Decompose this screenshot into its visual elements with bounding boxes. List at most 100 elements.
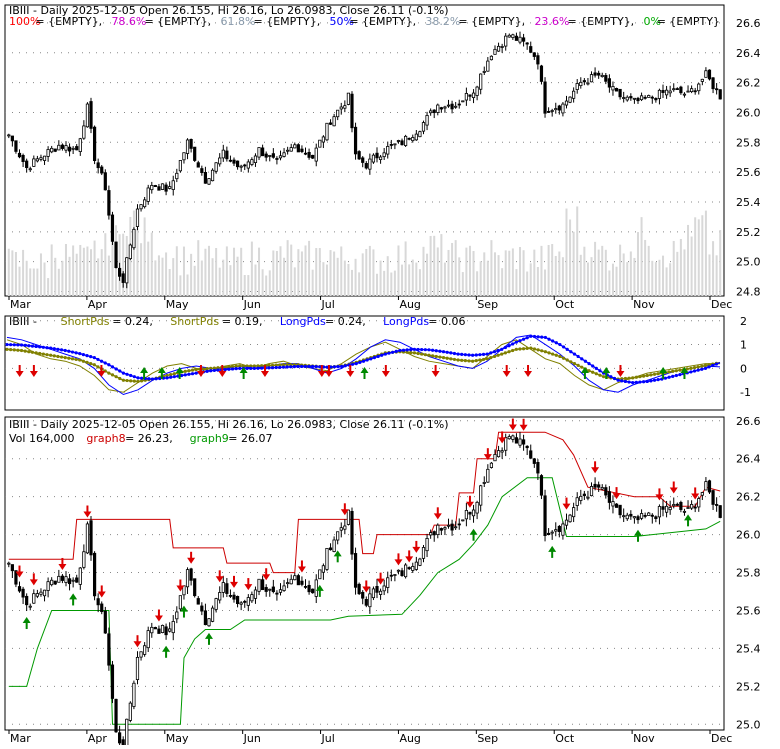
oscillator-dot [230,367,235,371]
oscillator-dot [500,352,504,356]
price-bar-body [654,516,658,519]
oscillator-dot [703,366,708,370]
oscillator-dot [514,347,518,351]
price-bar-body [561,103,565,114]
band-panel-header-line2: Vol 164,000 graph8 = 26.23, graph9 = 26.… [9,432,273,445]
volume-bar [168,269,171,296]
price-bar-body [400,570,404,577]
oscillator-dot [427,353,431,357]
price-bar-body [396,569,401,572]
oscillator-dot [452,357,457,362]
oscillator-dot [649,373,653,377]
price-bar-body [543,81,547,114]
oscillator-line [6,339,721,393]
signal-arrow-down [691,493,700,500]
band-header-part: graph9 [190,432,229,445]
price-bar-body [514,35,519,41]
oscillator-dot [478,353,482,357]
volume-bar [368,245,371,296]
oscillator-dot [129,379,133,383]
price-bar-body [303,152,308,155]
oscillator-dot [678,373,682,377]
oscillator-dot [260,364,264,368]
signal-arrow-down [260,371,269,377]
volume-bar [286,240,289,296]
oscillator-dot [529,334,533,338]
volume-bar [497,255,500,296]
price-bar-body [96,598,100,606]
price-bar-body [643,515,647,517]
volume-bar [569,219,572,296]
oscillator-dot [525,336,529,340]
price-bar-body [100,166,104,174]
price-bar-body [600,487,604,490]
volume-bar [636,232,639,296]
price-bar-body [82,551,86,568]
volume-bar [161,257,164,296]
price-bar-body [100,603,104,613]
price-bar-body [643,96,647,99]
oscillator-dot [245,366,249,370]
oscillator-dot [245,364,249,368]
price-bar-body [521,439,526,445]
price-bar-body [700,78,704,82]
oscillator-dot [114,375,118,379]
price-bar-body [17,152,22,158]
oscillator-dot [194,367,198,372]
fib-level-label: 61.8% [221,15,256,28]
price-bar-body [268,588,272,591]
signal-arrow-down [15,371,24,377]
oscillator-dot [19,348,24,353]
oscillator-dot [78,352,82,356]
price-bar-body [468,511,472,515]
price-bar-body [311,154,315,159]
price-bar-body [668,506,672,511]
price-bar-body [572,90,576,99]
oscillator-dot [70,350,75,354]
oscillator-dot [394,349,398,353]
oscillator-dot [561,345,566,349]
oscillator-dot [387,351,391,355]
price-bar-body [707,480,712,493]
oscillator-dot [598,369,602,373]
oscillator-dot [249,364,253,368]
band-header-part: Vol 164,000 [9,432,74,445]
price-bar-body [564,519,569,526]
signal-arrow-down [244,584,253,591]
oscillator-dot [92,356,96,360]
price-bar-body [604,487,608,496]
price-bar-body [511,435,515,440]
price-bar-body [264,587,268,592]
volume-bar [490,240,493,296]
price-bar-body [593,72,597,76]
signal-arrow-down [262,574,271,581]
volume-bar [479,261,482,296]
signal-arrow-down [483,454,492,461]
price-bar-body [650,514,654,517]
price-bar-body [715,88,719,91]
oscillator-dot [107,371,111,375]
price-bar-body [214,598,218,610]
signal-arrow-down [346,371,355,377]
volume-bar [304,245,307,296]
volume-bar [93,240,96,296]
oscillator-dot [652,372,657,376]
volume-bar [604,249,607,296]
oscillator-dot [631,376,635,380]
oscillator-dot [580,365,584,369]
oscillator-dot [438,355,442,359]
oscillator-dot [485,352,489,356]
price-bar-body [679,86,683,94]
price-bar-body [711,490,715,505]
price-bar-body [139,204,143,210]
price-bar-body [282,152,286,157]
price-bar-body [407,137,411,140]
price-bar-body [35,158,39,162]
oscillator-dot [445,350,449,354]
oscillator-dot [492,350,497,354]
oscillator-dot [212,366,216,370]
price-bar-body [657,506,662,518]
oscillator-dot [412,347,417,351]
price-bar-body [518,36,522,43]
oscillator-dot [543,335,547,340]
